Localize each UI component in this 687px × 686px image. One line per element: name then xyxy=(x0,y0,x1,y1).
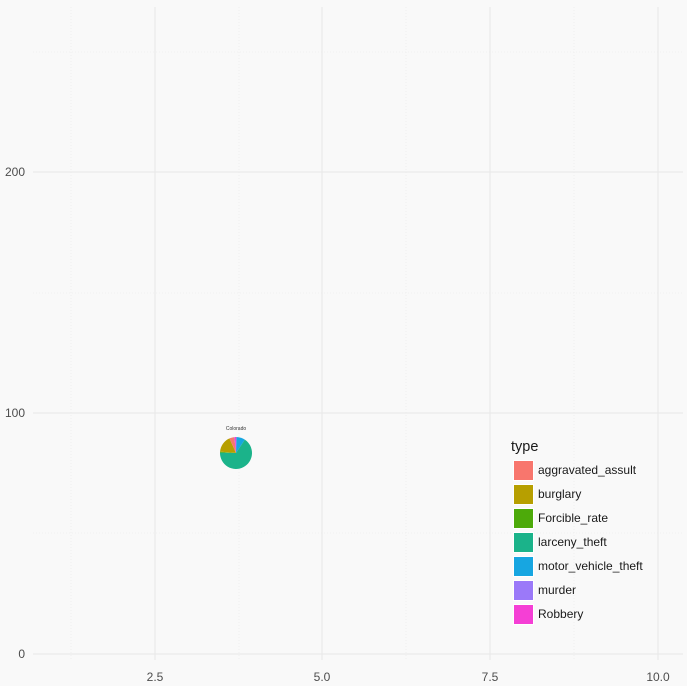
legend-label: larceny_theft xyxy=(538,535,607,549)
legend-swatch xyxy=(513,459,534,481)
pie-colorado xyxy=(219,437,252,470)
y-tick-100: 100 xyxy=(5,406,25,420)
pie-slice-forcible-rate xyxy=(220,451,236,453)
legend-label: burglary xyxy=(538,487,582,501)
minor-grid xyxy=(33,7,683,660)
pie-slice-robbery xyxy=(234,437,237,453)
x-tick-10.0: 10.0 xyxy=(646,670,670,684)
legend-swatch xyxy=(513,555,534,577)
legend-label: Forcible_rate xyxy=(538,511,609,525)
legend-label: Robbery xyxy=(538,607,584,621)
pie-slice-burglary xyxy=(220,438,236,453)
legend-item-motor-vehicle-theft: motor_vehicle_theft xyxy=(510,554,643,578)
y-tick-200: 200 xyxy=(5,165,25,179)
y-tick-0: 0 xyxy=(18,647,25,661)
legend-swatch xyxy=(513,531,534,553)
legend-title: type xyxy=(511,439,539,455)
legend-swatch xyxy=(513,483,534,505)
x-tick-5.0: 5.0 xyxy=(314,670,331,684)
pie-slice-aggravated-assult xyxy=(229,437,236,453)
legend-item-larceny-theft: larceny_theft xyxy=(510,530,643,554)
legend-swatch xyxy=(513,507,534,529)
legend-swatch xyxy=(513,603,534,625)
pie-slice-motor-vehicle-theft xyxy=(236,437,245,453)
legend-item-aggravated-assult: aggravated_assult xyxy=(510,458,643,482)
pie-slice-murder xyxy=(234,437,236,453)
pie-slice-larceny-theft xyxy=(219,439,252,470)
x-tick-7.5: 7.5 xyxy=(482,670,499,684)
legend-label: aggravated_assult xyxy=(538,463,637,477)
legend-label: motor_vehicle_theft xyxy=(538,559,643,573)
legend: type aggravated_assult burglary Forcible… xyxy=(510,439,643,626)
legend-item-forcible-rate: Forcible_rate xyxy=(510,506,643,530)
pie-label-colorado: Colorado xyxy=(226,426,247,432)
legend-item-robbery: Robbery xyxy=(510,602,643,626)
major-grid xyxy=(33,7,683,660)
legend-label: murder xyxy=(538,583,577,597)
legend-item-burglary: burglary xyxy=(510,482,643,506)
x-tick-2.5: 2.5 xyxy=(147,670,164,684)
legend-swatch xyxy=(513,579,534,601)
legend-item-murder: murder xyxy=(510,578,643,602)
